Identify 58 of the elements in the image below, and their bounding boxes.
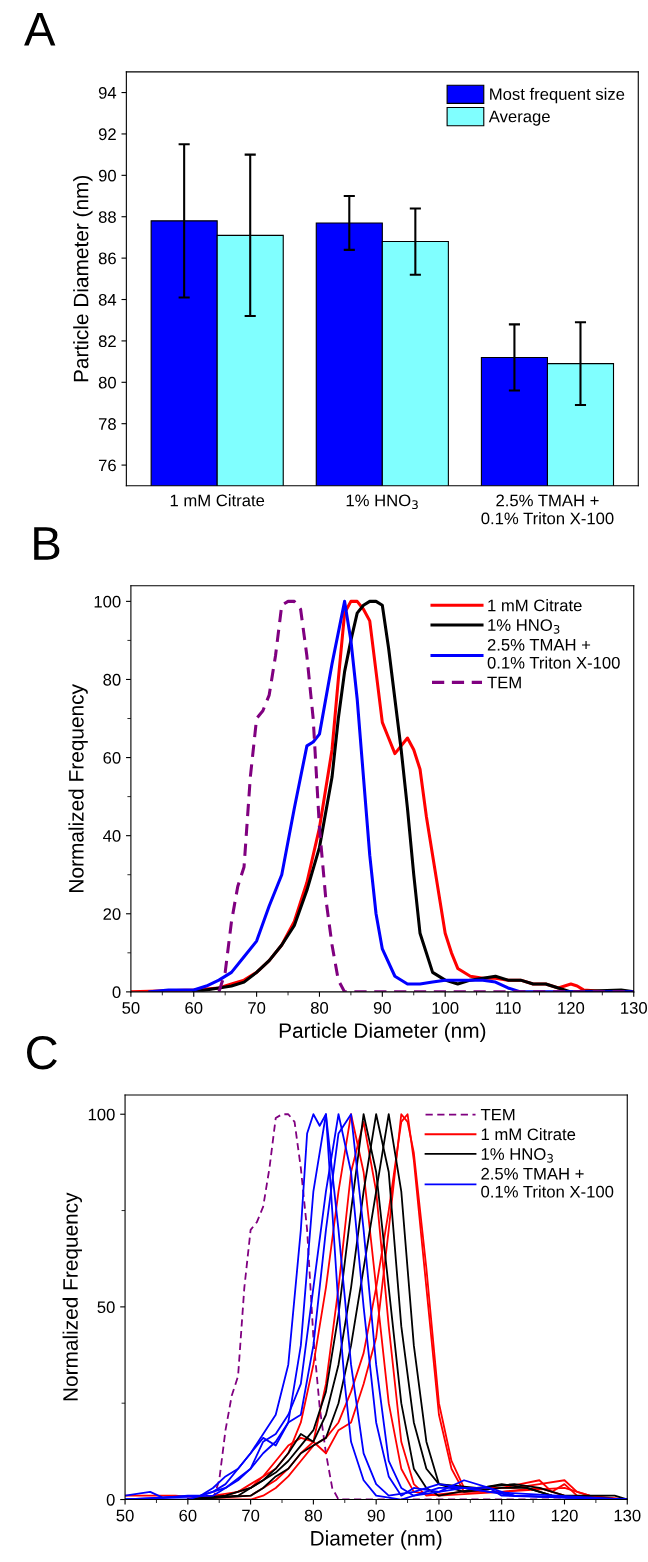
y-tick-label: 84 bbox=[98, 293, 117, 306]
y-axis-title: Normalized Frequency bbox=[68, 684, 88, 892]
x-tick-label: 60 bbox=[179, 1509, 197, 1522]
legend-label: 1% HNO$_{3}$ bbox=[488, 619, 560, 634]
y-tick-label: 76 bbox=[98, 459, 116, 472]
x-tick-label: 130 bbox=[614, 1509, 641, 1522]
y-tick-label: 88 bbox=[98, 211, 116, 223]
x-tick-label: 120 bbox=[558, 1002, 585, 1014]
y-tick-label: 92 bbox=[98, 128, 116, 141]
x-axis-title: Particle Diameter (nm) bbox=[279, 1022, 486, 1043]
y-tick-label: 94 bbox=[98, 86, 117, 99]
x-tick-label: 70 bbox=[242, 1509, 260, 1522]
x-tick-label: 100 bbox=[432, 1002, 459, 1014]
x-axis-title: Diameter (nm) bbox=[311, 1530, 442, 1550]
legend-label: Most frequent size bbox=[490, 87, 625, 104]
y-tick-label: 80 bbox=[98, 376, 116, 389]
y-tick-label: 40 bbox=[103, 830, 121, 842]
legend-label: Average bbox=[488, 110, 550, 126]
x-tick-label: 110 bbox=[489, 1509, 515, 1522]
y-tick-label: 78 bbox=[98, 418, 116, 430]
y-tick-label: 20 bbox=[103, 908, 121, 920]
legend-label: 2.5% TMAH + 0.1% Triton X-100 bbox=[487, 638, 620, 669]
y-axis-title: Particle Diameter (nm) bbox=[73, 175, 93, 382]
x-tick-label: 50 bbox=[116, 1509, 134, 1522]
legend-label: 2.5% TMAH + 0.1% Triton X-100 bbox=[481, 1167, 614, 1198]
x-tick-label: 90 bbox=[373, 1002, 391, 1014]
chart-title: C bbox=[27, 1036, 57, 1070]
chart-title: B bbox=[34, 527, 60, 560]
x-tick-label: 50 bbox=[122, 1002, 140, 1014]
x-tick-label: 80 bbox=[310, 1002, 329, 1014]
x-tick-label: 130 bbox=[621, 1002, 647, 1014]
y-tick-label: 0 bbox=[106, 1493, 115, 1506]
x-tick-label: 60 bbox=[185, 1002, 203, 1014]
y-tick-label: 86 bbox=[98, 252, 116, 265]
legend-label: 1 mM Citrate bbox=[481, 1128, 576, 1141]
x-tick-label: 90 bbox=[367, 1509, 385, 1522]
y-tick-label: 50 bbox=[97, 1301, 115, 1314]
legend-label: TEM bbox=[487, 676, 521, 689]
x-tick-label: 2.5% TMAH + 0.1% Triton X-100 bbox=[481, 494, 614, 525]
y-tick-label: 100 bbox=[88, 1108, 115, 1121]
x-tick-label: 110 bbox=[496, 1002, 521, 1014]
x-tick-label: 120 bbox=[551, 1509, 578, 1522]
y-tick-label: 0 bbox=[112, 986, 121, 999]
x-tick-label: 80 bbox=[304, 1509, 323, 1522]
y-tick-label: 60 bbox=[103, 751, 121, 764]
legend-label: 1 mM Citrate bbox=[488, 599, 582, 612]
x-tick-label: 70 bbox=[248, 1002, 266, 1014]
y-axis-title: Normalized Frequency bbox=[62, 1192, 82, 1401]
y-tick-label: 82 bbox=[98, 335, 116, 348]
x-tick-label: 100 bbox=[426, 1509, 453, 1522]
y-tick-label: 100 bbox=[94, 595, 121, 608]
legend-label: 1% HNO$_{3}$ bbox=[481, 1148, 553, 1163]
legend-label: TEM bbox=[480, 1108, 515, 1121]
y-tick-label: 80 bbox=[103, 673, 121, 686]
x-tick-label: 1 mM Citrate bbox=[170, 494, 265, 507]
y-tick-label: 90 bbox=[98, 169, 116, 182]
chart-title: A bbox=[24, 13, 56, 46]
x-tick-label: 1% HNO$_{3}$ bbox=[346, 494, 418, 510]
